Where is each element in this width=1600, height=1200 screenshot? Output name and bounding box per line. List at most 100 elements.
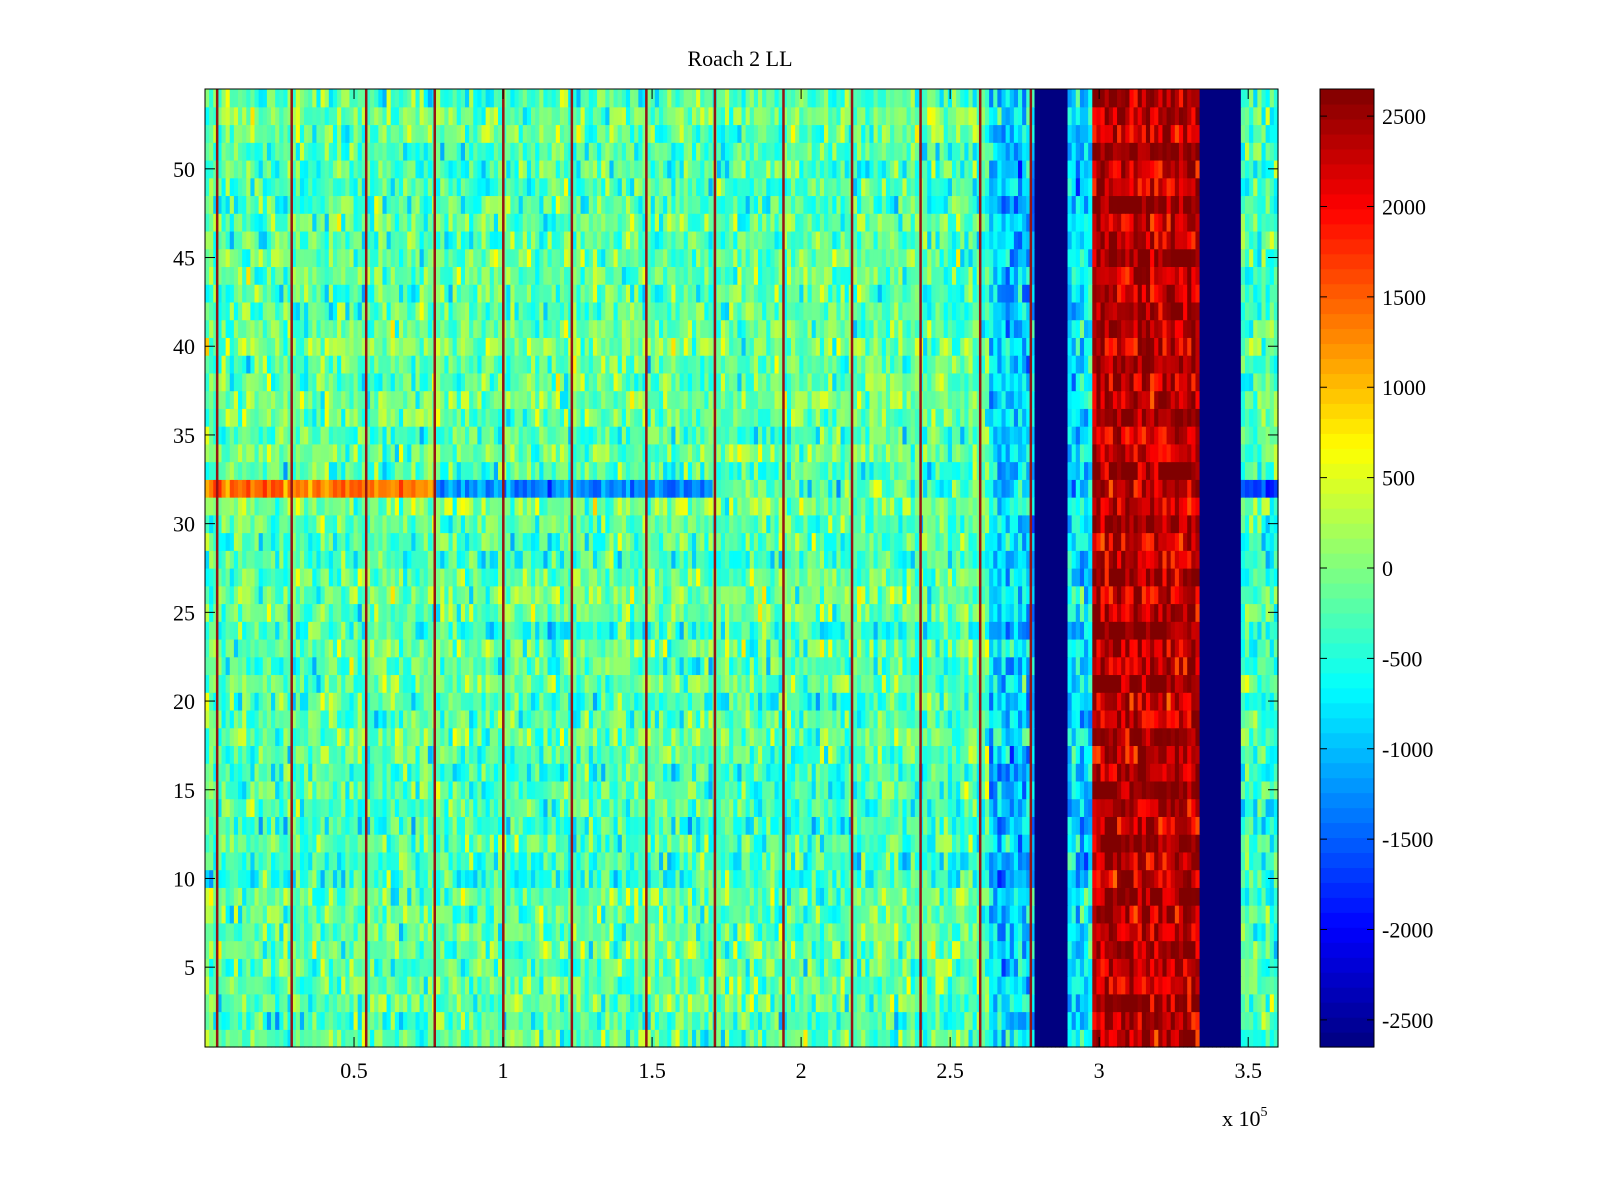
heatmap-cell: [382, 940, 388, 959]
heatmap-cell: [312, 976, 318, 995]
heatmap-cell: [1096, 798, 1102, 817]
heatmap-cell: [555, 887, 561, 906]
heatmap-cell: [238, 958, 243, 977]
heatmap-cell: [535, 727, 540, 747]
heatmap-cell: [473, 887, 478, 906]
heatmap-cell: [1001, 709, 1007, 729]
heatmap-cell: [923, 798, 928, 817]
heatmap-cell: [386, 905, 392, 924]
heatmap-cell: [951, 851, 957, 871]
heatmap-cell: [1265, 940, 1271, 959]
heatmap-cell: [1199, 1029, 1205, 1048]
heatmap-cell: [481, 869, 487, 888]
heatmap-cell: [386, 763, 392, 782]
heatmap-cell: [1224, 940, 1230, 959]
heatmap-cell: [427, 709, 433, 729]
heatmap-cell: [1191, 763, 1197, 782]
heatmap-cell: [1228, 780, 1234, 800]
heatmap-cell: [989, 798, 994, 817]
heatmap-cell: [465, 958, 470, 977]
heatmap-cell: [1187, 780, 1192, 800]
heatmap-cell: [906, 993, 912, 1013]
heatmap-cell: [1137, 1029, 1143, 1048]
heatmap-cell: [291, 763, 297, 782]
heatmap-cell: [1018, 887, 1023, 906]
heatmap-cell: [531, 976, 536, 995]
heatmap-cell: [1001, 727, 1007, 747]
heatmap-cell: [572, 851, 578, 871]
heatmap-cell: [753, 834, 759, 853]
heatmap-cell: [1104, 798, 1110, 817]
heatmap-cell: [580, 727, 586, 747]
heatmap-cell: [630, 958, 635, 977]
heatmap-cell: [1257, 763, 1263, 782]
heatmap-cell: [1133, 887, 1139, 906]
heatmap-cell: [914, 1029, 920, 1048]
heatmap-cell: [1108, 993, 1114, 1013]
heatmap-cell: [1216, 940, 1221, 959]
heatmap-cell: [778, 993, 784, 1013]
heatmap-cell: [1001, 958, 1007, 977]
heatmap-cell: [1158, 780, 1164, 800]
heatmap-cell: [984, 816, 990, 835]
heatmap-cell: [460, 976, 466, 995]
heatmap-cell: [1133, 851, 1139, 871]
heatmap-cell: [984, 887, 990, 906]
heatmap-cell: [588, 958, 594, 977]
heatmap-cell: [448, 851, 454, 871]
heatmap-cell: [762, 834, 767, 853]
heatmap-cell: [452, 834, 458, 853]
heatmap-cell: [1112, 958, 1118, 977]
heatmap-cell: [1129, 887, 1135, 906]
heatmap-cell: [242, 993, 247, 1013]
heatmap-cell: [1063, 940, 1069, 959]
heatmap-cell: [1141, 869, 1147, 888]
heatmap-cell: [844, 869, 850, 888]
heatmap-cell: [370, 940, 375, 959]
heatmap-cell: [815, 905, 821, 924]
heatmap-cell: [989, 780, 994, 800]
heatmap-cell: [374, 816, 379, 835]
heatmap-cell: [724, 780, 730, 800]
heatmap-cell: [1059, 745, 1064, 764]
heatmap-cell: [650, 993, 656, 1013]
heatmap-cell: [1013, 922, 1019, 942]
heatmap-cell: [803, 851, 809, 871]
heatmap-cell: [1129, 727, 1135, 747]
heatmap-cell: [720, 816, 726, 835]
heatmap-cell: [609, 745, 615, 764]
heatmap-cell: [1174, 940, 1180, 959]
heatmap-cell: [865, 798, 871, 817]
heatmap-cell: [1121, 851, 1126, 871]
heatmap-cell: [1022, 745, 1027, 764]
heatmap-cell: [782, 976, 788, 995]
heatmap-cell: [221, 834, 227, 853]
heatmap-cell: [1207, 763, 1213, 782]
heatmap-cell: [885, 940, 891, 959]
heatmap-cell: [448, 709, 454, 729]
heatmap-cell: [485, 993, 491, 1013]
heatmap-cell: [1059, 905, 1064, 924]
heatmap-cell: [448, 816, 454, 835]
heatmap-cell: [1269, 1029, 1275, 1048]
heatmap-cell: [279, 692, 285, 711]
heatmap-cell: [217, 763, 223, 782]
heatmap-cells: [205, 89, 1279, 1048]
heatmap-cell: [601, 1011, 606, 1030]
heatmap-cell: [312, 851, 318, 871]
heatmap-cell: [691, 798, 697, 817]
heatmap-cell: [972, 958, 978, 977]
heatmap-cell: [741, 851, 747, 871]
heatmap-cell: [758, 905, 763, 924]
heatmap-cell: [671, 780, 677, 800]
heatmap-cell: [786, 798, 792, 817]
heatmap-cell: [1051, 851, 1056, 871]
heatmap-cell: [1075, 798, 1081, 817]
heatmap-cell: [1162, 763, 1168, 782]
heatmap-cell: [1100, 1029, 1106, 1048]
heatmap-cell: [1022, 834, 1027, 853]
heatmap-cell: [824, 905, 829, 924]
heatmap-cell: [568, 922, 573, 942]
heatmap-cell: [233, 905, 239, 924]
heatmap-cell: [514, 1029, 520, 1048]
